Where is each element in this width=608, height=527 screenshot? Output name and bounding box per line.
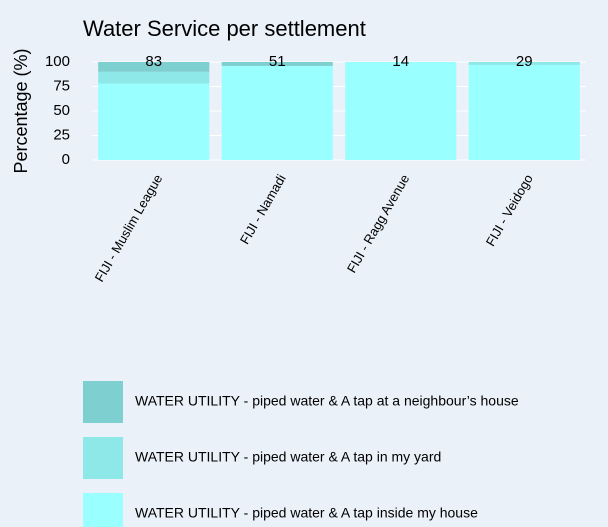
bar-segment (468, 64, 580, 160)
bar-segment (98, 83, 210, 160)
x-tick-label: FIJI - Muslim League (92, 172, 166, 285)
x-tick-label: FIJI - Namadi (237, 172, 289, 247)
y-tick-label: 50 (53, 102, 70, 119)
x-tick-label: FIJI - Veidogo (483, 172, 536, 249)
y-tick-label: 100 (45, 53, 70, 70)
legend-label: WATER UTILITY - piped water & A tap at a… (135, 393, 519, 409)
bar-segment (221, 62, 333, 66)
y-tick-label: 75 (53, 77, 70, 94)
bar-label: 14 (392, 53, 409, 70)
bar-segment (345, 62, 457, 160)
legend-swatch (83, 381, 123, 423)
bar-segment (98, 71, 210, 84)
y-tick-label: 0 (62, 151, 70, 168)
bar-segment (98, 62, 210, 72)
legend-swatch (83, 493, 123, 527)
legend-swatch (83, 437, 123, 479)
bar-segment (221, 65, 333, 160)
chart-title: Water Service per settlement (83, 16, 366, 41)
legend-label: WATER UTILITY - piped water & A tap in m… (135, 449, 441, 465)
x-tick-label: FIJI - Ragg Avenue (344, 172, 413, 276)
legend-label: WATER UTILITY - piped water & A tap insi… (135, 505, 478, 521)
y-axis-label: Percentage (%) (11, 48, 31, 173)
bar-segment (468, 62, 580, 65)
bar-label: 29 (516, 53, 533, 70)
y-tick-label: 25 (53, 126, 70, 143)
bar-label: 83 (145, 53, 162, 70)
bar-label: 51 (269, 53, 286, 70)
